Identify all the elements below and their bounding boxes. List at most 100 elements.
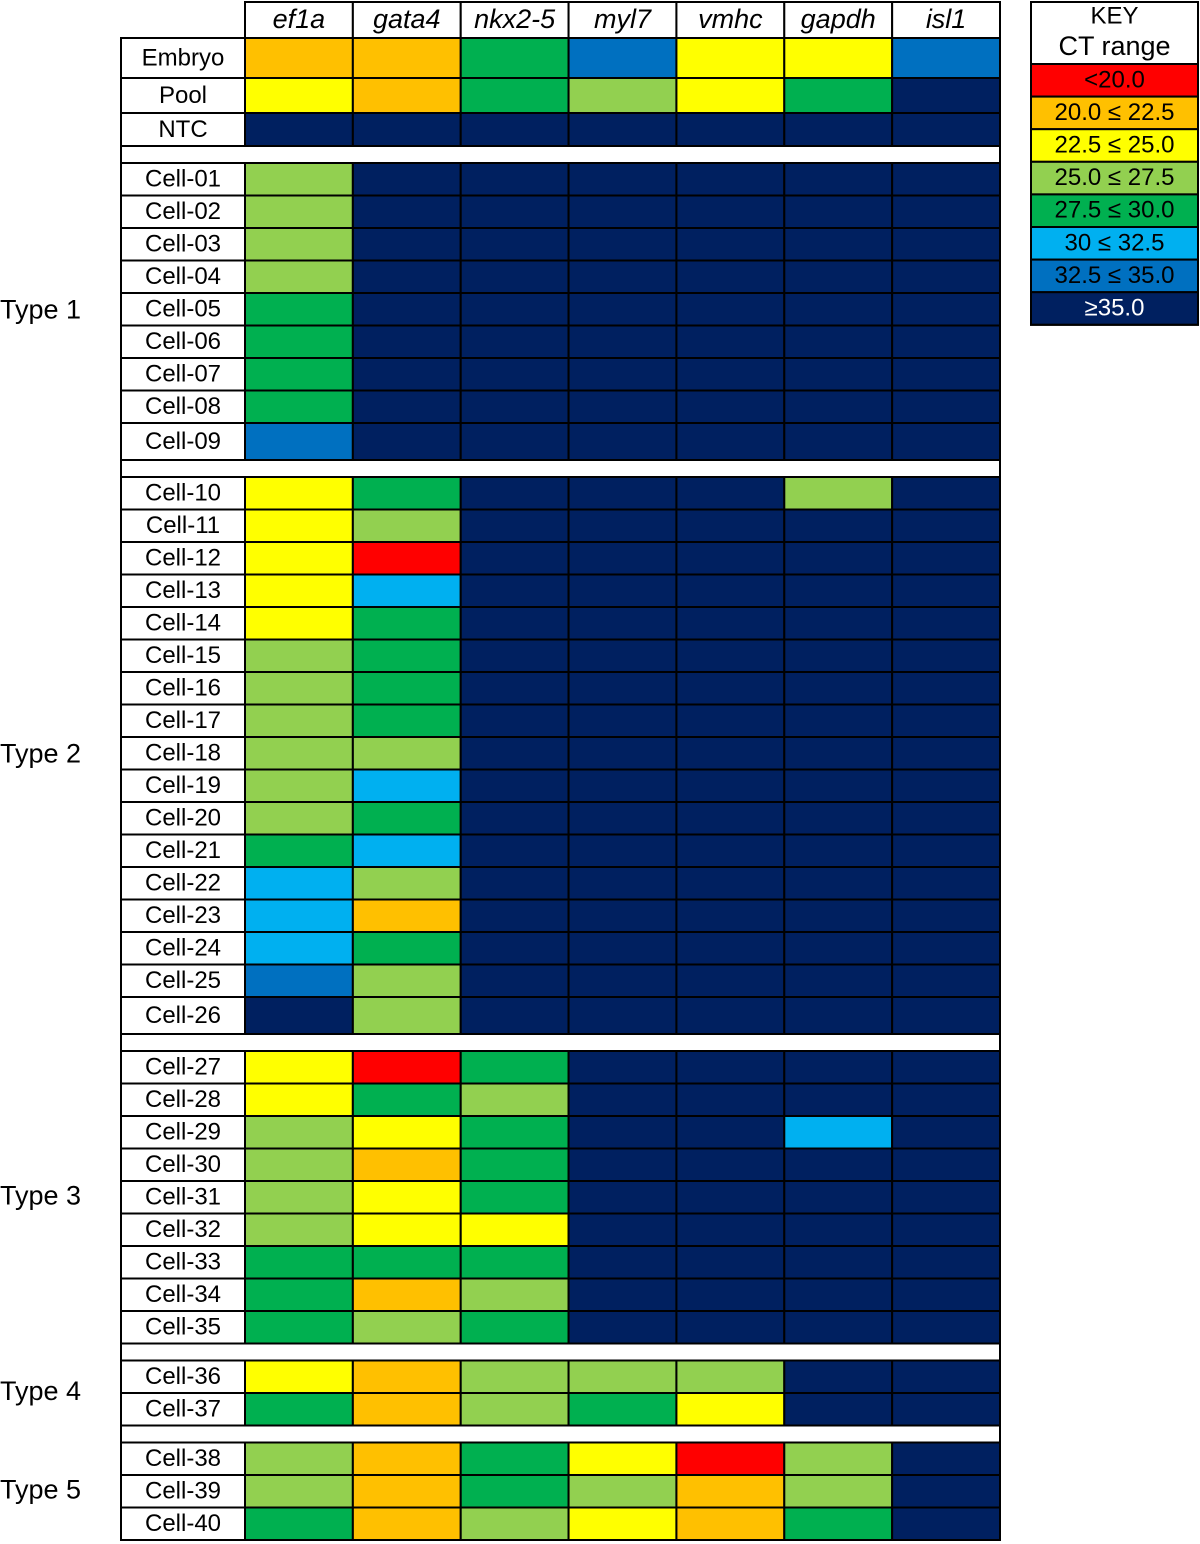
row-label: Cell-33 — [145, 1249, 221, 1276]
row-label: Cell-23 — [145, 902, 221, 929]
heat-cell — [459, 703, 570, 738]
row-label: Cell-19 — [145, 772, 221, 799]
heat-cell — [459, 1474, 570, 1509]
heat-cell — [244, 1115, 354, 1150]
row-label-cell — [120, 324, 246, 359]
heat-cell — [675, 77, 786, 114]
heat-cell — [567, 1050, 678, 1085]
row-label: Cell-08 — [145, 393, 221, 420]
row-label: Cell-26 — [145, 1002, 221, 1029]
heat-cell — [351, 1212, 462, 1247]
heat-cell — [567, 1082, 678, 1117]
heat-cell — [675, 963, 786, 998]
heat-cell — [891, 833, 1002, 868]
heat-cell — [891, 541, 1002, 576]
heat-cell — [459, 112, 570, 147]
heat-cell — [783, 1212, 894, 1247]
column-header-cell — [675, 1, 786, 39]
row-label: Cell-10 — [145, 480, 221, 507]
heat-cell — [244, 1359, 354, 1394]
heat-cell — [459, 194, 570, 229]
heat-cell — [459, 1245, 570, 1280]
heat-cell — [567, 324, 678, 359]
heat-cell — [675, 931, 786, 966]
row-label: Embryo — [142, 44, 225, 71]
heat-cell — [567, 77, 678, 114]
heat-cell — [351, 801, 462, 836]
heat-cell — [351, 736, 462, 771]
heat-cell — [459, 606, 570, 641]
heat-cell — [567, 1147, 678, 1182]
heat-cell — [783, 1050, 894, 1085]
key-label: ≥35.0 — [1085, 295, 1145, 322]
heat-cell — [351, 996, 462, 1035]
row-label: Cell-27 — [145, 1054, 221, 1081]
heat-cell — [244, 1277, 354, 1312]
key-label: 22.5 ≤ 25.0 — [1055, 132, 1175, 159]
heat-cell — [891, 77, 1002, 114]
heat-cell — [459, 866, 570, 901]
row-label: Cell-39 — [145, 1478, 221, 1505]
heat-cell — [459, 1506, 570, 1541]
row-label-cell — [120, 996, 246, 1035]
heat-cell — [459, 1050, 570, 1085]
heat-cell — [783, 898, 894, 933]
heat-cell — [891, 1359, 1002, 1394]
heat-cell — [459, 638, 570, 673]
heat-cell — [675, 1310, 786, 1345]
heat-cell — [783, 736, 894, 771]
heat-cell — [567, 476, 678, 511]
heat-cell — [891, 422, 1002, 461]
heat-cell — [567, 1212, 678, 1247]
heat-cell — [459, 389, 570, 424]
key-label: 27.5 ≤ 30.0 — [1055, 197, 1175, 224]
row-label-cell — [120, 476, 246, 511]
heat-cell — [567, 1180, 678, 1215]
row-label-cell — [120, 801, 246, 836]
row-label-cell — [120, 162, 246, 197]
heat-cell — [891, 259, 1002, 294]
heat-cell — [567, 768, 678, 803]
heat-cell — [783, 606, 894, 641]
heat-cell — [567, 1359, 678, 1394]
heat-cell — [675, 671, 786, 706]
heat-cell — [244, 671, 354, 706]
heat-cell — [675, 1147, 786, 1182]
heat-cell — [459, 324, 570, 359]
column-header: ef1a — [273, 4, 326, 34]
heat-cell — [351, 389, 462, 424]
heat-cell — [675, 1082, 786, 1117]
heat-cell — [783, 963, 894, 998]
heat-cell — [783, 1441, 894, 1476]
heat-cell — [675, 541, 786, 576]
heat-cell — [351, 259, 462, 294]
heat-cell — [351, 963, 462, 998]
row-label: Cell-25 — [145, 967, 221, 994]
heat-cell — [459, 671, 570, 706]
heat-cell — [891, 1474, 1002, 1509]
heat-cell — [675, 1392, 786, 1427]
spacer-row — [120, 1033, 1001, 1052]
key-swatch — [1030, 160, 1199, 196]
heat-cell — [567, 866, 678, 901]
heat-cell — [459, 833, 570, 868]
heat-cell — [891, 1180, 1002, 1215]
heat-cell — [567, 963, 678, 998]
heat-cell — [891, 1392, 1002, 1427]
heat-cell — [675, 768, 786, 803]
heat-cell — [783, 292, 894, 327]
heat-cell — [891, 476, 1002, 511]
key-border — [1030, 1, 1199, 326]
heat-cell — [891, 37, 1002, 79]
heat-cell — [675, 573, 786, 608]
heat-cell — [783, 866, 894, 901]
heat-cell — [675, 1050, 786, 1085]
heat-cell — [675, 866, 786, 901]
heat-cell — [351, 898, 462, 933]
heat-cell — [459, 476, 570, 511]
heat-cell — [567, 1310, 678, 1345]
column-header: isl1 — [926, 4, 967, 34]
heat-cell — [783, 1359, 894, 1394]
